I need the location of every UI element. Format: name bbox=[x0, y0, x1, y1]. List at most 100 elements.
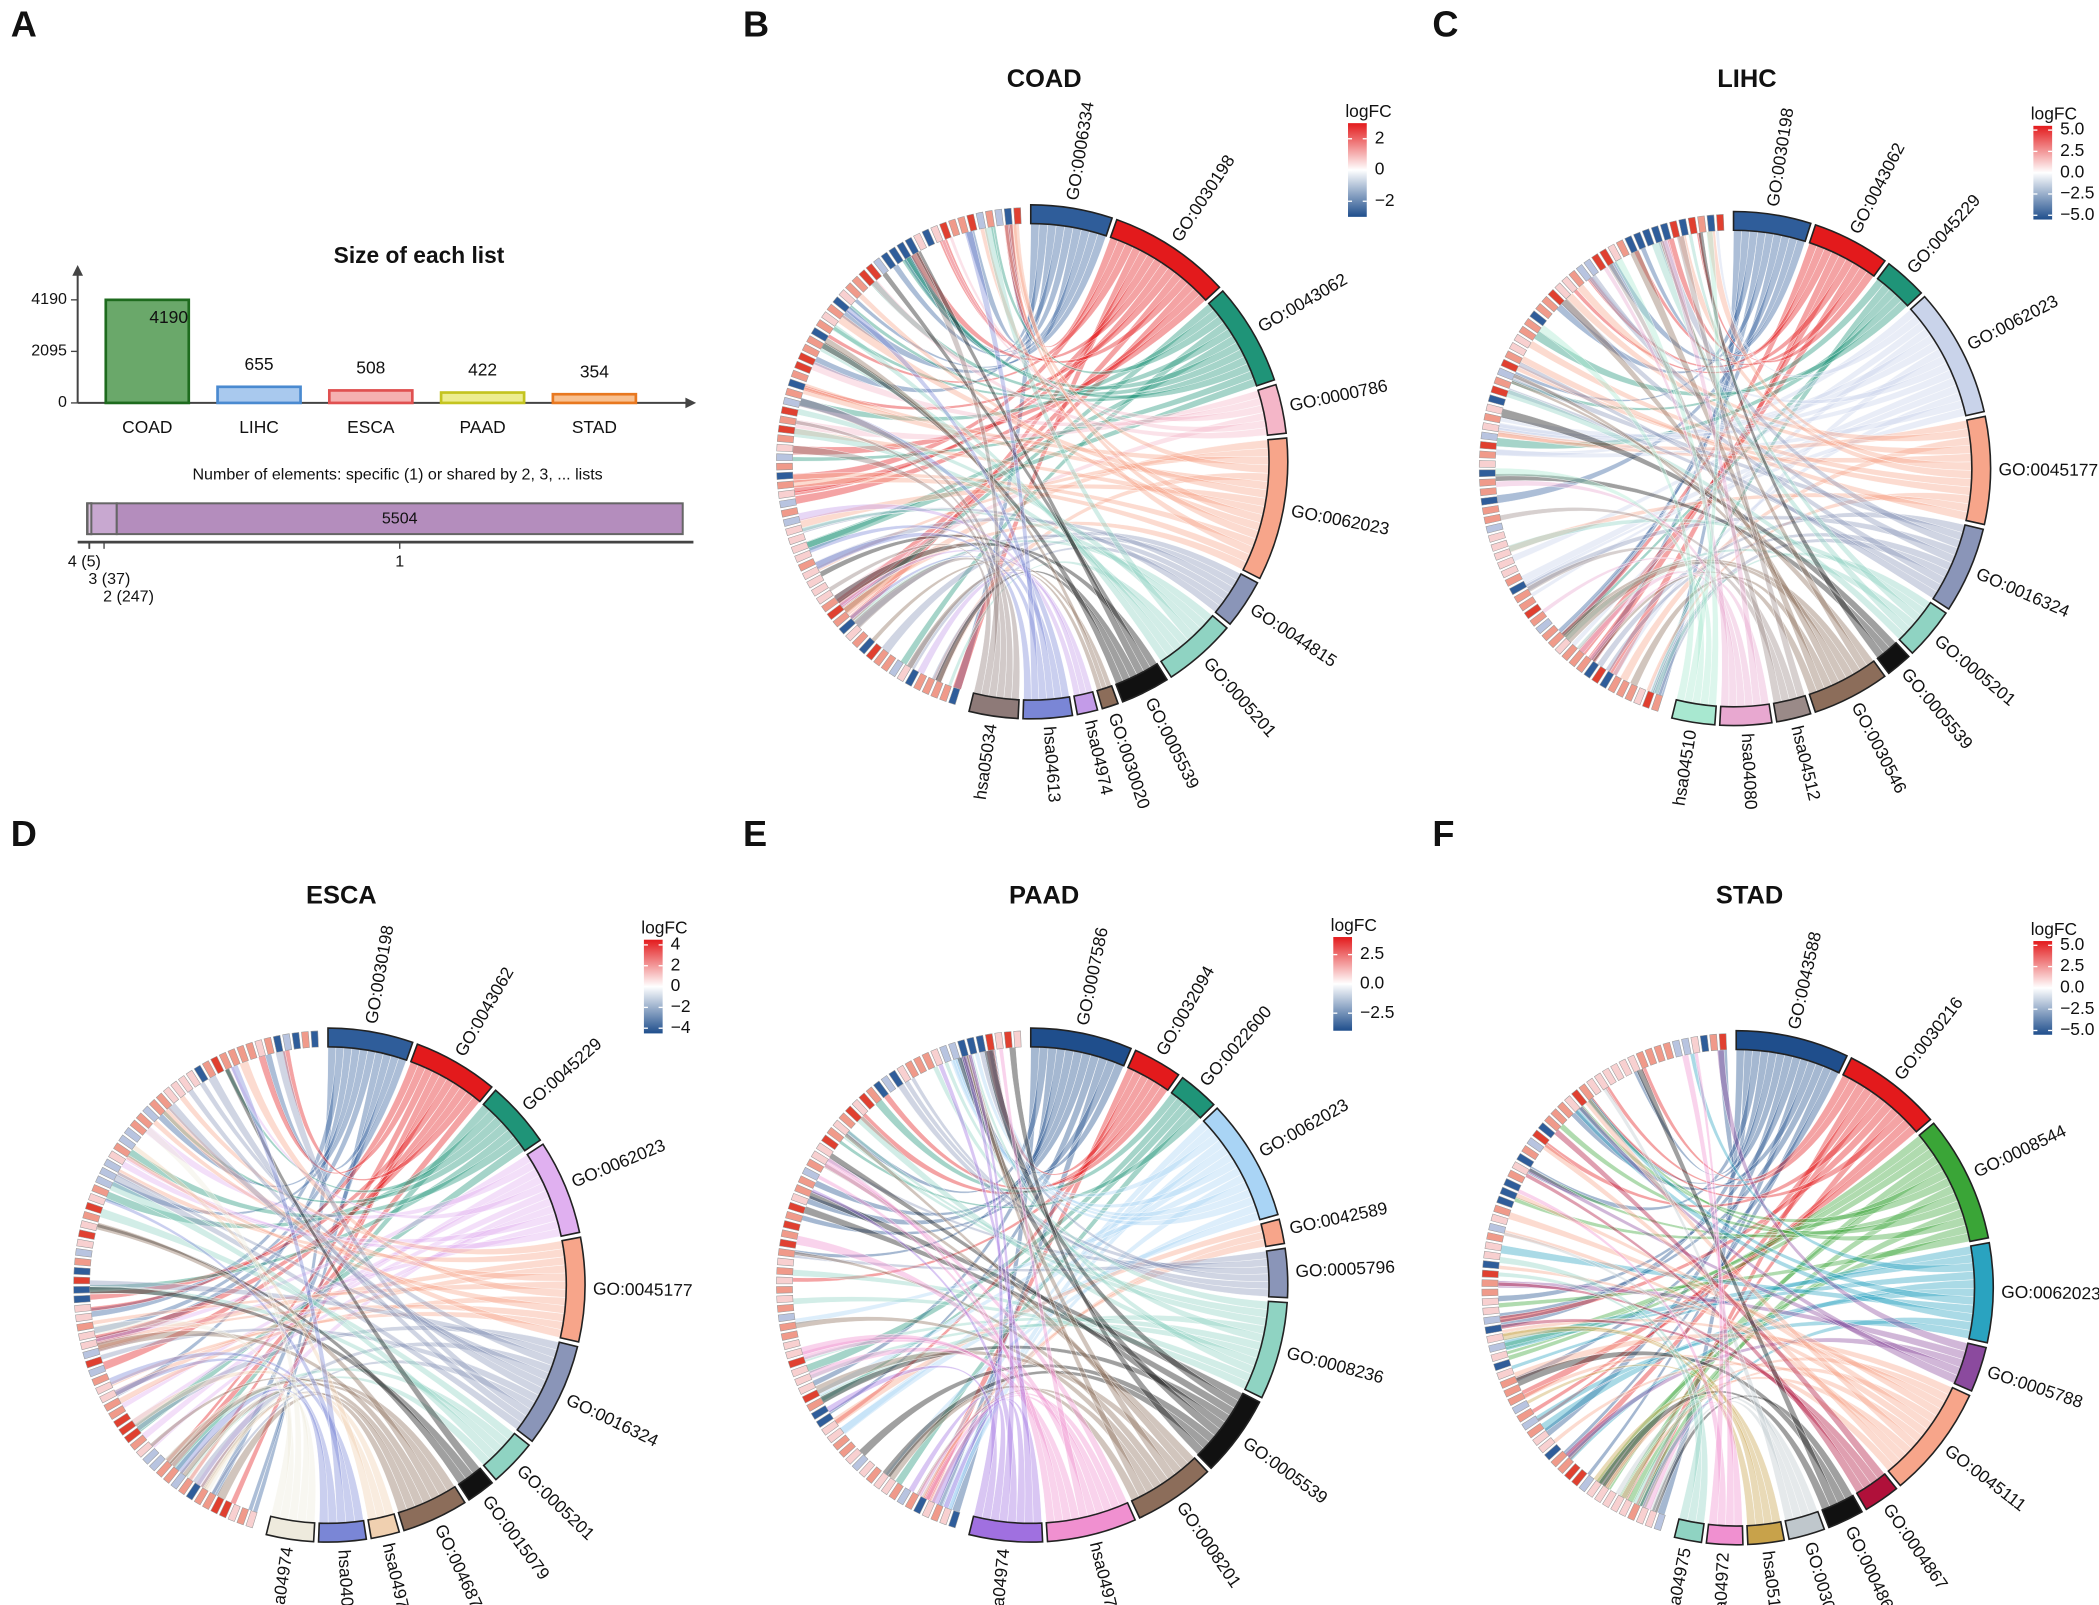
term-arc bbox=[1705, 1523, 1744, 1546]
ribbon bbox=[109, 1181, 497, 1460]
term-label: GO:0045177 bbox=[593, 1278, 693, 1300]
gene-tile bbox=[1488, 1222, 1507, 1234]
gene-tile bbox=[1561, 643, 1578, 662]
gene-tile bbox=[73, 1267, 91, 1276]
gene-tile bbox=[245, 1041, 258, 1060]
term-arc bbox=[1718, 703, 1773, 727]
term-arc bbox=[1207, 289, 1276, 387]
gene-tile bbox=[75, 1248, 93, 1258]
gene-tile bbox=[1526, 1422, 1545, 1439]
term-label: GO:0043588 bbox=[1784, 930, 1826, 1032]
term-label: GO:0030280 bbox=[1801, 1539, 1848, 1605]
gene-tile bbox=[80, 1339, 98, 1351]
chart-title: STAD bbox=[1716, 882, 1783, 910]
gene-tile bbox=[896, 664, 912, 683]
term-label: GO:0000786 bbox=[1288, 375, 1390, 415]
gene-tile bbox=[776, 462, 793, 471]
ribbon bbox=[1552, 1362, 1923, 1444]
gene-tile bbox=[939, 1507, 952, 1526]
term-arc bbox=[1170, 1076, 1215, 1119]
term-label: GO:0062023 bbox=[1255, 1094, 1351, 1161]
gene-tile bbox=[1523, 603, 1542, 620]
gene-tile bbox=[1627, 1502, 1641, 1521]
legend-tick-label: 5.0 bbox=[2060, 934, 2084, 954]
gene-tile bbox=[99, 1166, 118, 1181]
x-arrow bbox=[685, 397, 697, 409]
value-label: 655 bbox=[245, 354, 274, 374]
gene-tile bbox=[1601, 1067, 1617, 1086]
ribbon bbox=[89, 1286, 504, 1454]
gene-tile bbox=[263, 1036, 275, 1055]
gene-tile bbox=[785, 1210, 804, 1223]
ribbon bbox=[823, 337, 1108, 690]
gene-tile bbox=[780, 1229, 799, 1240]
gene-tile bbox=[782, 515, 801, 527]
legend-colorbar bbox=[1333, 937, 1353, 1031]
gene-tile bbox=[1484, 1241, 1503, 1252]
gene-tile bbox=[227, 1503, 241, 1522]
term-label: GO:0005788 bbox=[1985, 1361, 2086, 1412]
ribbon bbox=[114, 1047, 353, 1398]
gene-tile bbox=[948, 686, 961, 705]
term-arc bbox=[1045, 1501, 1137, 1543]
gene-tile bbox=[1650, 225, 1663, 244]
gene-tile bbox=[921, 1051, 936, 1071]
ribbon bbox=[882, 271, 1151, 672]
ribbon bbox=[114, 1358, 338, 1524]
ribbon bbox=[125, 1154, 566, 1314]
bar bbox=[104, 298, 191, 405]
gene-tile bbox=[1583, 660, 1600, 679]
ribbon bbox=[1717, 1049, 1753, 1169]
legend-tick-label: −4 bbox=[671, 1017, 691, 1037]
term-arc bbox=[1029, 204, 1114, 237]
legend-colorbar bbox=[2033, 125, 2053, 220]
gene-tile bbox=[810, 327, 829, 342]
gene-tile bbox=[957, 1039, 969, 1058]
gene-tile bbox=[1485, 403, 1504, 415]
gene-tile bbox=[75, 1312, 93, 1323]
gene-tile bbox=[865, 643, 882, 661]
gene-tile bbox=[930, 680, 944, 699]
gene-tile bbox=[1503, 1384, 1522, 1398]
ribbon bbox=[792, 445, 1001, 698]
x-tick-label: LIHC bbox=[239, 417, 279, 437]
gene-tile bbox=[245, 1510, 258, 1529]
gene-tile bbox=[1561, 276, 1578, 294]
gene-tile bbox=[845, 282, 862, 300]
gene-tile bbox=[780, 1330, 799, 1341]
gene-tile bbox=[1493, 1204, 1512, 1217]
legend-tick-label: −2 bbox=[1375, 190, 1395, 210]
bar bbox=[327, 389, 414, 405]
gene-tile bbox=[776, 1286, 793, 1294]
term-label: GO:0030216 bbox=[1890, 993, 1967, 1084]
gene-tile bbox=[1544, 1115, 1562, 1132]
gene-tile bbox=[930, 225, 944, 244]
ribbon bbox=[275, 1050, 532, 1417]
gene-tile bbox=[777, 1312, 796, 1323]
term-label: GO:0005539 bbox=[1239, 1433, 1331, 1508]
gene-tile bbox=[826, 1126, 845, 1143]
gene-tile bbox=[851, 275, 869, 293]
gene-tile bbox=[785, 387, 804, 400]
gene-tile bbox=[1493, 1359, 1512, 1372]
gene-tile bbox=[1568, 269, 1585, 288]
value-label: 4190 bbox=[149, 307, 188, 327]
ribbon bbox=[1535, 1319, 1971, 1422]
gene-tile bbox=[1547, 289, 1565, 306]
ribbons bbox=[1495, 230, 1973, 707]
term-label: GO:0030198 bbox=[361, 924, 397, 1026]
term-label: GO:0030020 bbox=[1105, 710, 1155, 811]
category-label: 2 (247) bbox=[103, 587, 154, 605]
gene-tile bbox=[1481, 422, 1500, 433]
term-label: GO:0045229 bbox=[518, 1033, 606, 1114]
gene-tile bbox=[85, 1356, 104, 1369]
ribbon bbox=[113, 1264, 567, 1397]
ribbon bbox=[961, 1055, 1004, 1519]
term-arc bbox=[1784, 1510, 1826, 1541]
gene-tile bbox=[1699, 1034, 1710, 1053]
gene-tile bbox=[776, 1257, 795, 1267]
gene-tile bbox=[801, 1166, 820, 1181]
term-label: hsa04080 bbox=[1738, 733, 1762, 810]
legend-colorbar bbox=[643, 939, 663, 1034]
term-arc bbox=[1257, 383, 1288, 437]
